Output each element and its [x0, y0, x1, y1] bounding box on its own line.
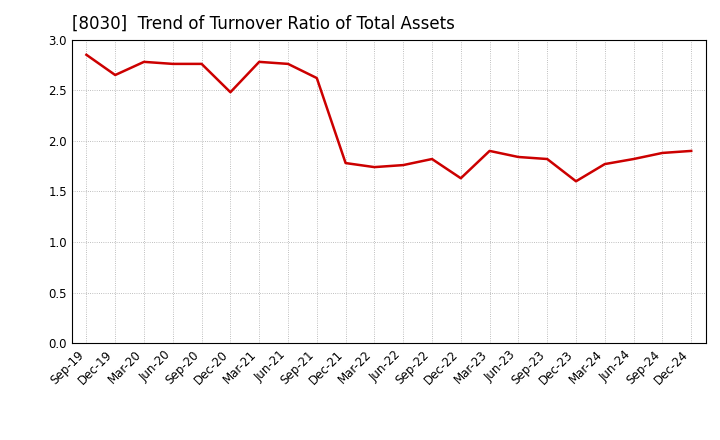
Text: [8030]  Trend of Turnover Ratio of Total Assets: [8030] Trend of Turnover Ratio of Total … [72, 15, 455, 33]
